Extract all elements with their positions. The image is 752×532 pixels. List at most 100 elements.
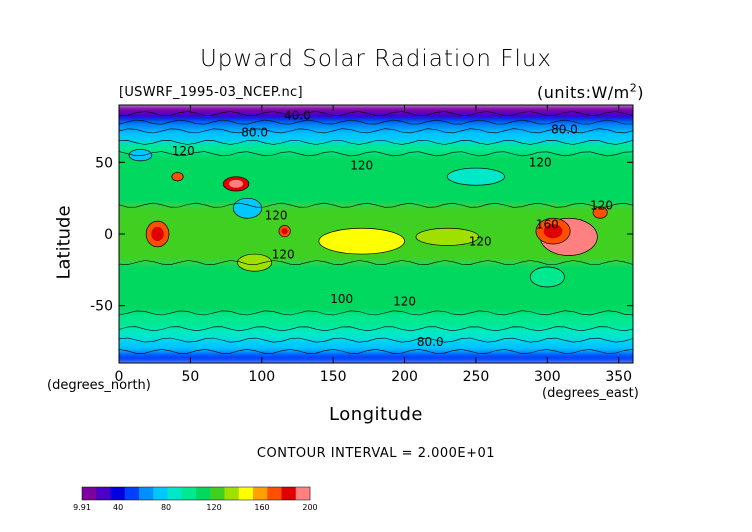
- x-tick-label-7: 350: [605, 369, 632, 385]
- units-label: (units:W/m2): [537, 82, 644, 102]
- contour-label-5: 120: [529, 156, 552, 170]
- hotspot-7: [318, 228, 405, 255]
- contour-line-7: [318, 227, 405, 255]
- hotspot-core-2: [151, 226, 164, 242]
- contour-interval-label: CONTOUR INTERVAL = 2.000E+01: [256, 446, 496, 461]
- hotspot-5: [593, 206, 608, 219]
- colorbar-swatch-1: [96, 487, 111, 500]
- zonal-band-3: [119, 130, 633, 143]
- hotspot-13: [530, 266, 565, 288]
- contour-line-5: [592, 206, 608, 219]
- contour-label-10: 120: [272, 247, 295, 261]
- band-contour-10: [119, 337, 633, 343]
- contour-label-6: 120: [590, 199, 613, 213]
- colorbar-label-5: 200: [302, 503, 317, 512]
- colorbar-swatch-14: [281, 487, 297, 500]
- colorbar-swatch-6: [167, 487, 183, 500]
- y-tick-label-0: -50: [90, 299, 113, 315]
- band-contour-6: [119, 202, 633, 208]
- chart-title: Upward Solar Radiation Flux: [199, 46, 553, 72]
- colorbar-swatch-10: [224, 487, 240, 500]
- band-contour-3: [119, 128, 633, 134]
- hotspot-9: [237, 254, 272, 272]
- band-contour-8: [119, 310, 633, 316]
- contour-label-2: 80.0: [551, 123, 578, 137]
- y-unit-label: (degrees_north): [47, 378, 151, 393]
- band-contour-5: [119, 151, 633, 157]
- contour-line-11: [447, 167, 505, 186]
- colorbar-label-4: 160: [254, 503, 269, 512]
- colorbar-swatch-15: [295, 487, 311, 500]
- zonal-band-7: [119, 262, 633, 314]
- contour-label-9: 120: [469, 234, 492, 248]
- contour-line-6: [171, 172, 184, 182]
- heatmap-field: [119, 105, 633, 363]
- band-contour-4: [119, 140, 633, 145]
- x-tick-label-1: 50: [181, 369, 199, 385]
- band-contour-11: [119, 348, 633, 354]
- contour-line-8: [415, 227, 480, 246]
- x-tick-label-3: 150: [320, 369, 347, 385]
- zonal-band-5: [119, 153, 633, 206]
- x-axis-label: Longitude: [328, 404, 424, 425]
- units-text: (units:W/m2): [536, 82, 644, 103]
- colorbar-label-0: 9.91: [73, 503, 91, 512]
- y-tick-label-1: 0: [104, 227, 113, 243]
- contour-label-8: 160: [536, 217, 559, 231]
- zonal-band-10: [119, 340, 633, 353]
- contour-line-13: [529, 266, 565, 288]
- contour-line-4: [278, 225, 291, 238]
- hotspot-core-4: [281, 227, 288, 235]
- x-tick-label-5: 250: [463, 369, 490, 385]
- band-contour-7: [119, 260, 633, 266]
- colorbar: 9.91 40 80 120 160 200: [73, 486, 318, 512]
- contour-labels: 40.0 80.0 80.0 120 120 120 120 120 160 120 120 120 1…: [172, 108, 613, 348]
- contour-label-12: 100: [330, 292, 353, 306]
- contour-label-1: 80.0: [241, 126, 268, 140]
- contour-line-12: [128, 149, 153, 162]
- colorbar-frame: [81, 486, 311, 501]
- band-contour-2: [119, 119, 633, 125]
- y-tick-label-2: 50: [95, 155, 113, 171]
- x-tick-label-2: 100: [248, 369, 275, 385]
- colorbar-swatch-0: [82, 487, 97, 500]
- band-contour-9: [119, 326, 633, 332]
- colorbar-swatch-13: [267, 487, 282, 500]
- contour-line-3: [222, 176, 250, 192]
- colorbar-swatch-4: [139, 487, 154, 500]
- contour-label-4: 120: [350, 159, 373, 173]
- colorbar-swatch-8: [196, 487, 211, 500]
- file-label: [USWRF_1995-03_NCEP.nc]: [119, 85, 303, 100]
- colorbar-swatch-11: [238, 487, 254, 500]
- colorbar-swatch-7: [181, 487, 197, 500]
- x-tick-label-6: 300: [534, 369, 561, 385]
- contour-line-9: [237, 253, 273, 272]
- contour-line-2: [145, 220, 170, 248]
- contour-label-11: 120: [393, 295, 416, 309]
- colorbar-label-2: 80: [161, 503, 171, 512]
- zonal-band-9: [119, 328, 633, 341]
- colorbar-swatch-3: [124, 487, 140, 500]
- hotspot-11: [447, 168, 505, 186]
- zonal-band-0: [119, 105, 633, 115]
- axes: 0 50 100 150 200 250 300 350 -50 0 50: [90, 105, 633, 385]
- units-exponent: 2: [629, 82, 638, 95]
- contour-label-0: 40.0: [284, 108, 311, 122]
- contour-label-7: 120: [265, 209, 288, 223]
- colorbar-label-3: 120: [206, 503, 221, 512]
- zonal-band-1: [119, 113, 633, 123]
- contour-label-3: 120: [172, 144, 195, 158]
- field-bands: [119, 105, 633, 363]
- band-contour-1: [119, 111, 633, 116]
- hotspot-core-3: [229, 179, 244, 188]
- x-tick-label-4: 200: [391, 369, 418, 385]
- hotspot-core-1: [543, 224, 563, 239]
- x-tick-label-0: 0: [115, 369, 124, 385]
- colorbar-label-1: 40: [113, 503, 123, 512]
- x-unit-label: (degrees_east): [542, 386, 639, 401]
- contour-line-10: [232, 197, 263, 219]
- zonal-band-11: [119, 351, 633, 363]
- colorbar-swatch-2: [110, 487, 126, 500]
- contour-label-13: 80.0: [417, 335, 444, 349]
